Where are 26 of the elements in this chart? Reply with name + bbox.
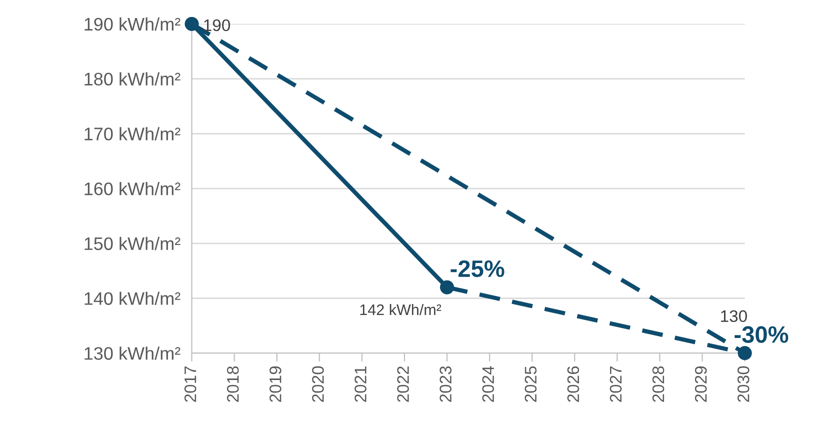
y-tick-label: 160 kWh/m²	[84, 182, 180, 196]
y-tick-label: 180 kWh/m²	[84, 72, 180, 86]
annotation: 142 kWh/m²	[360, 304, 442, 316]
x-tick-label: 2030	[737, 366, 750, 402]
y-tick-label: 140 kWh/m²	[84, 292, 180, 305]
annotation: 130	[721, 310, 747, 322]
y-tick-label: 190 kWh/m²	[84, 17, 180, 31]
x-tick-label: 2021	[354, 366, 366, 402]
x-tick-label: 2023	[440, 366, 452, 402]
x-tick-label: 2028	[652, 366, 664, 402]
x-tick-label: 2018	[226, 366, 239, 402]
annotation: -30%	[734, 326, 788, 343]
annotation: -25%	[450, 260, 504, 278]
x-tick-label: 2020	[312, 366, 324, 402]
y-tick-label: 170 kWh/m²	[84, 127, 180, 140]
x-tick-label: 2024	[482, 366, 494, 402]
y-tick-label: 150 kWh/m²	[84, 236, 180, 250]
x-tick-label: 2029	[694, 366, 707, 402]
annotation: 190	[204, 19, 230, 32]
x-tick-label: 2019	[270, 366, 282, 402]
x-tick-label: 2026	[567, 366, 580, 402]
x-tick-label: 2027	[610, 366, 622, 402]
x-tick-label: 2017	[184, 366, 196, 402]
y-tick-label: 130 kWh/m²	[84, 346, 180, 360]
x-tick-label: 2022	[397, 366, 409, 402]
x-tick-label: 2025	[524, 366, 537, 402]
